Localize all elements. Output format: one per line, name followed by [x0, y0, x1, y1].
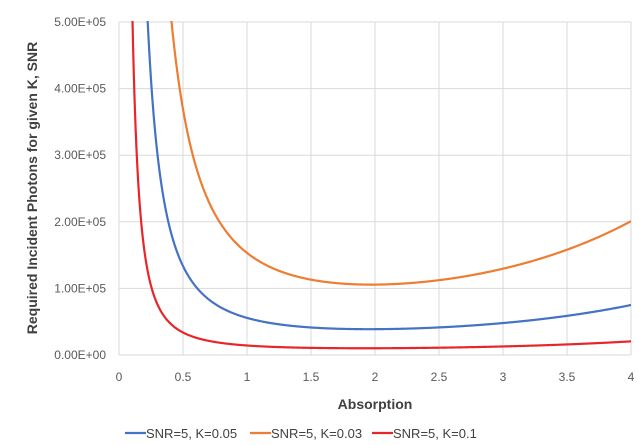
y-tick-label: 5.00E+05 [54, 15, 106, 29]
series-line-1 [146, 21, 631, 331]
y-axis-ticks: 0.00E+00 1.00E+05 2.00E+05 3.00E+05 4.00E+05… [54, 15, 106, 362]
x-tick-label: 1.5 [303, 370, 320, 384]
y-tick-label: 0.00E+00 [54, 348, 106, 362]
grid [118, 21, 632, 356]
y-tick-label: 1.00E+05 [54, 281, 106, 295]
series-line-3 [131, 21, 631, 350]
y-tick-label: 2.00E+05 [54, 215, 106, 229]
y-tick-label: 4.00E+05 [54, 82, 106, 96]
x-tick-label: 0 [116, 370, 123, 384]
x-tick-label: 2 [372, 370, 379, 384]
legend-label-1: SNR=5, K=0.05 [146, 426, 237, 441]
series-line-2 [170, 21, 631, 286]
x-axis-ticks: 0 0.5 1 1.5 2 2.5 3 3.5 4 [116, 370, 635, 384]
x-tick-label: 4 [628, 370, 635, 384]
x-tick-label: 2.5 [431, 370, 448, 384]
y-tick-label: 3.00E+05 [54, 148, 106, 162]
legend-label-3: SNR=5, K=0.1 [393, 426, 477, 441]
legend: SNR=5, K=0.05 SNR=5, K=0.03 SNR=5, K=0.1 [125, 426, 477, 441]
legend-label-2: SNR=5, K=0.03 [271, 426, 362, 441]
plot-area [131, 21, 631, 350]
x-tick-label: 1 [244, 370, 251, 384]
x-tick-label: 3 [500, 370, 507, 384]
x-tick-label: 3.5 [559, 370, 576, 384]
y-axis-title: Required Incident Photons for given K, S… [24, 42, 40, 334]
x-axis-title: Absorption [338, 396, 413, 412]
x-tick-label: 0.5 [175, 370, 192, 384]
